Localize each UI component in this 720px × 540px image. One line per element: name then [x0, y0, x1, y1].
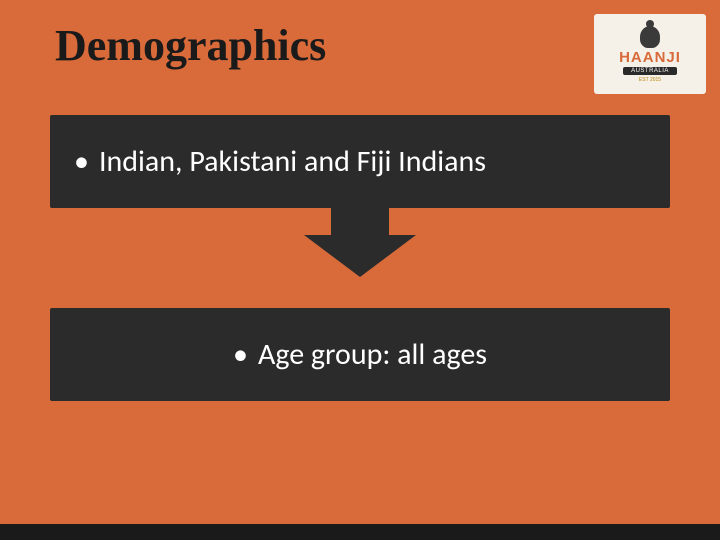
bullet-icon: • — [233, 336, 248, 373]
logo-subtext: AUSTRALIA — [623, 67, 677, 75]
brand-logo: HAANJI AUSTRALIA EST 2015 — [594, 14, 706, 94]
slide: Demographics HAANJI AUSTRALIA EST 2015 •… — [0, 0, 720, 540]
bottom-accent-bar — [0, 524, 720, 540]
content-area: • Indian, Pakistani and Fiji Indians • A… — [0, 95, 720, 401]
slide-title: Demographics — [55, 20, 326, 71]
demographic-box-1: • Indian, Pakistani and Fiji Indians — [50, 115, 670, 208]
demographic-box-2: • Age group: all ages — [50, 308, 670, 401]
arrow-stem — [331, 203, 389, 237]
logo-tagline: EST 2015 — [639, 77, 661, 83]
demographic-text-1: Indian, Pakistani and Fiji Indians — [99, 143, 486, 180]
logo-icon — [640, 26, 660, 48]
arrow-head-icon — [304, 235, 416, 277]
bullet-icon: • — [74, 143, 89, 180]
logo-brand-text: HAANJI — [619, 50, 681, 65]
demographic-text-2: Age group: all ages — [258, 336, 487, 373]
